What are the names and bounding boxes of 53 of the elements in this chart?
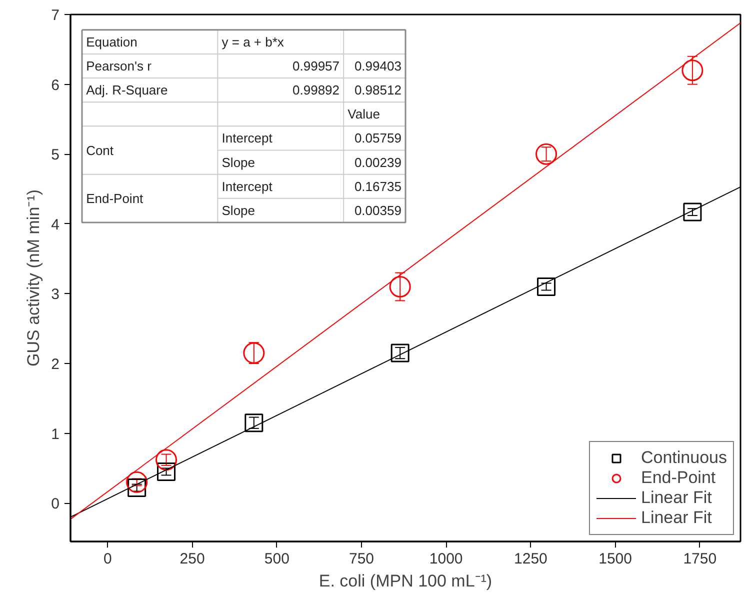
annotation: 0.00239 [354,154,402,170]
annotation: Intercept [222,178,273,194]
annotation: Adj. R-Square [86,82,168,98]
point [390,344,410,362]
annotation: 0.00359 [354,202,402,218]
y-tick-label: 4 [51,216,60,234]
annotation: Equation [86,34,138,50]
point [156,449,178,471]
annotation: 0.16735 [354,178,402,194]
y-tick-label: 5 [51,146,60,164]
annotation: 0.99957 [292,58,340,74]
x-axis-title: E. coli (MPN 100 mL⁻¹) [318,572,492,590]
annotation: y = a + b*x [222,34,284,50]
legend-label: Linear Fit [640,488,712,508]
annotation: Cont [86,142,114,158]
annotation: 0.05759 [354,130,402,146]
point [682,60,704,82]
point [128,478,146,498]
point [244,414,264,432]
point [157,462,176,481]
point [536,143,558,165]
x-tick-label: 0 [104,550,112,568]
annotation: Value [348,106,380,122]
point [683,202,702,222]
annotation: Pearson's r [86,58,152,74]
annotation: 0.99892 [292,82,340,98]
y-tick-label: 6 [51,76,60,94]
x-tick-label: 1250 [514,550,548,568]
x-tick-label: 1750 [683,550,717,568]
annotation: Slope [222,202,256,218]
point [537,277,556,296]
y-tick-label: 2 [51,356,60,374]
y-tick-label: 0 [51,496,60,513]
annotation: Intercept [222,130,273,146]
annotation: Slope [222,154,256,170]
y-axis-title: GUS activity (nM min⁻¹) [24,190,44,366]
x-tick-label: 250 [180,550,205,568]
y-tick-label: 1 [51,426,60,443]
legend-label: Linear Fit [640,508,712,528]
point [243,342,265,364]
annotation: 0.98512 [354,82,402,98]
x-tick-label: 1500 [598,550,632,568]
y-tick-label: 7 [51,7,60,24]
legend-label: End-Point [640,468,716,488]
x-tick-label: 1000 [429,550,463,568]
legend-label: Continuous [640,448,727,468]
x-tick-label: 750 [348,550,374,568]
y-tick-label: 3 [51,286,60,304]
annotation: End-Point [86,190,144,206]
point [389,276,411,298]
x-tick-label: 500 [264,550,290,568]
annotation: 0.99403 [354,58,402,74]
point [126,471,148,493]
